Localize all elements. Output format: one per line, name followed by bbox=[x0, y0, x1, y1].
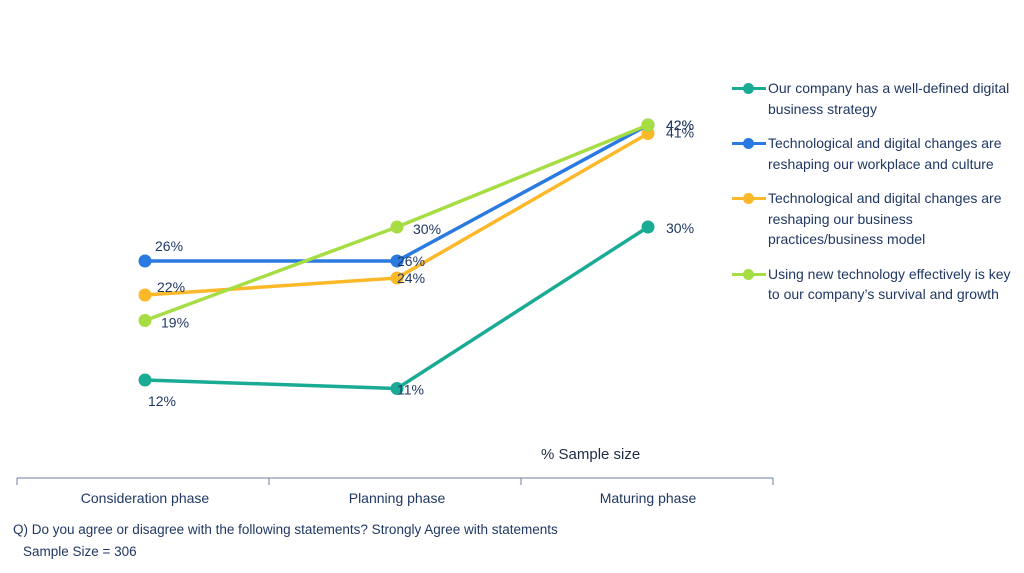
data-point bbox=[138, 314, 152, 327]
legend-label: Our company has a well-defined digital b… bbox=[768, 80, 1010, 117]
data-label: 19% bbox=[161, 315, 189, 331]
x-tick-label: Consideration phase bbox=[81, 490, 210, 506]
legend-label: Using new technology effectively is key … bbox=[768, 265, 1011, 303]
sample-size-note: Sample Size = 306 bbox=[23, 544, 137, 559]
data-label: 12% bbox=[148, 393, 176, 409]
chart-legend: Our company has a well-defined digital b… bbox=[732, 78, 1017, 319]
legend-marker bbox=[743, 83, 754, 94]
data-label: 22% bbox=[157, 279, 185, 295]
legend-label: Technological and digital changes are re… bbox=[768, 135, 1002, 172]
legend-item: Technological and digital changes are re… bbox=[732, 133, 1017, 174]
data-point bbox=[138, 254, 152, 268]
data-point bbox=[138, 288, 152, 302]
data-label: 24% bbox=[397, 270, 425, 286]
data-point bbox=[390, 382, 404, 395]
data-label: 41% bbox=[666, 125, 694, 141]
sample-size-caption: % Sample size bbox=[541, 446, 641, 463]
data-label: 26% bbox=[155, 238, 183, 254]
data-point bbox=[641, 118, 655, 132]
legend-item: Technological and digital changes are re… bbox=[732, 188, 1017, 250]
data-label: 26% bbox=[397, 253, 425, 269]
legend-marker bbox=[743, 138, 754, 149]
x-tick-label: Maturing phase bbox=[600, 490, 697, 506]
data-label: 30% bbox=[413, 221, 441, 237]
data-label: 30% bbox=[666, 220, 694, 236]
data-point bbox=[390, 254, 404, 268]
legend-item: Using new technology effectively is key … bbox=[732, 264, 1017, 305]
footnote: Q) Do you agree or disagree with the fol… bbox=[13, 519, 558, 563]
survey-question: Q) Do you agree or disagree with the fol… bbox=[13, 522, 558, 537]
data-label: 42% bbox=[666, 117, 694, 133]
data-label: 11% bbox=[397, 382, 424, 398]
data-point bbox=[390, 271, 404, 285]
series-line bbox=[144, 225, 649, 391]
series-line bbox=[145, 123, 649, 263]
data-point bbox=[138, 373, 152, 387]
data-point bbox=[390, 220, 404, 234]
x-tick-label: Planning phase bbox=[349, 490, 446, 506]
legend-marker bbox=[743, 268, 754, 280]
data-label: 42% bbox=[666, 117, 694, 133]
legend-label: Technological and digital changes are re… bbox=[768, 190, 1002, 247]
legend-marker bbox=[743, 193, 754, 204]
legend-item: Our company has a well-defined digital b… bbox=[732, 78, 1017, 119]
data-point bbox=[641, 220, 655, 234]
